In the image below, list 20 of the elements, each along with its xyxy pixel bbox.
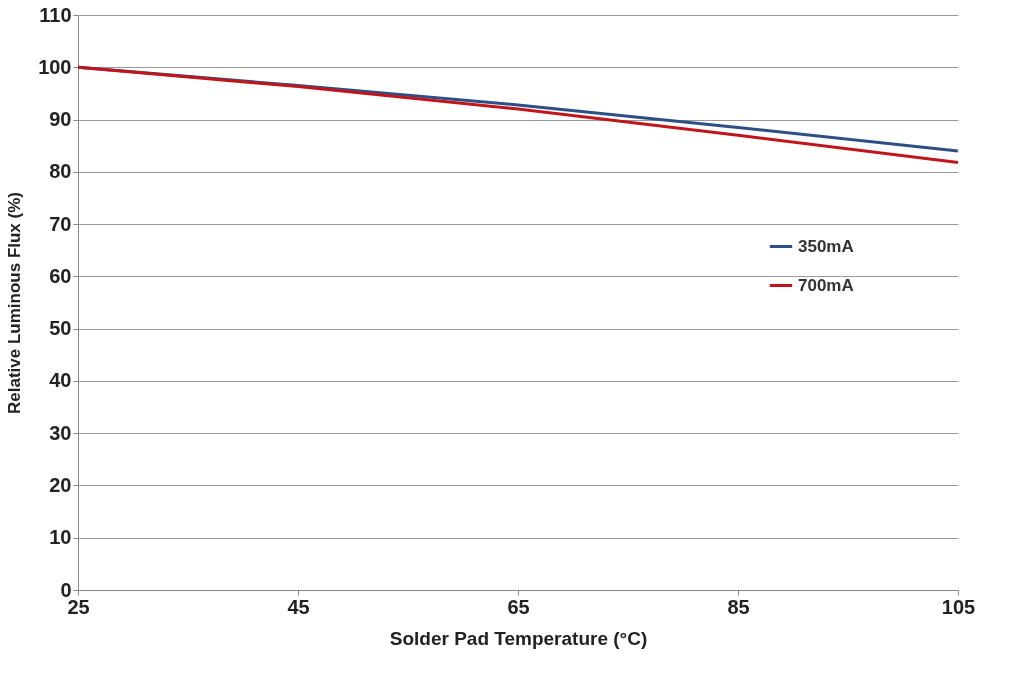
y-axis-title: Relative Luminous Flux (%)	[5, 192, 25, 414]
x-tick-label: 105	[941, 595, 976, 618]
legend-label: 350mA	[798, 236, 854, 256]
y-tick-label: 50	[49, 317, 72, 340]
y-tick-label: 110	[39, 3, 72, 26]
x-tick-label: 45	[287, 595, 310, 618]
x-axis-title: Solder Pad Temperature (°C)	[389, 627, 648, 649]
y-tick-label: 40	[49, 369, 72, 392]
y-tick-label: 90	[49, 108, 72, 131]
y-tick-label: 30	[49, 421, 72, 444]
y-tick-label: 100	[38, 55, 72, 78]
y-tick-label: 10	[49, 526, 72, 549]
y-tick-label: 80	[49, 160, 72, 183]
y-tick-label: 20	[49, 473, 72, 496]
y-tick-label: 0	[60, 578, 72, 601]
x-tick-label: 85	[727, 595, 750, 618]
x-tick-label: 65	[507, 595, 530, 618]
y-tick-label: 70	[49, 212, 72, 235]
legend-label: 700mA	[798, 275, 854, 295]
y-tick-label: 60	[49, 264, 72, 287]
